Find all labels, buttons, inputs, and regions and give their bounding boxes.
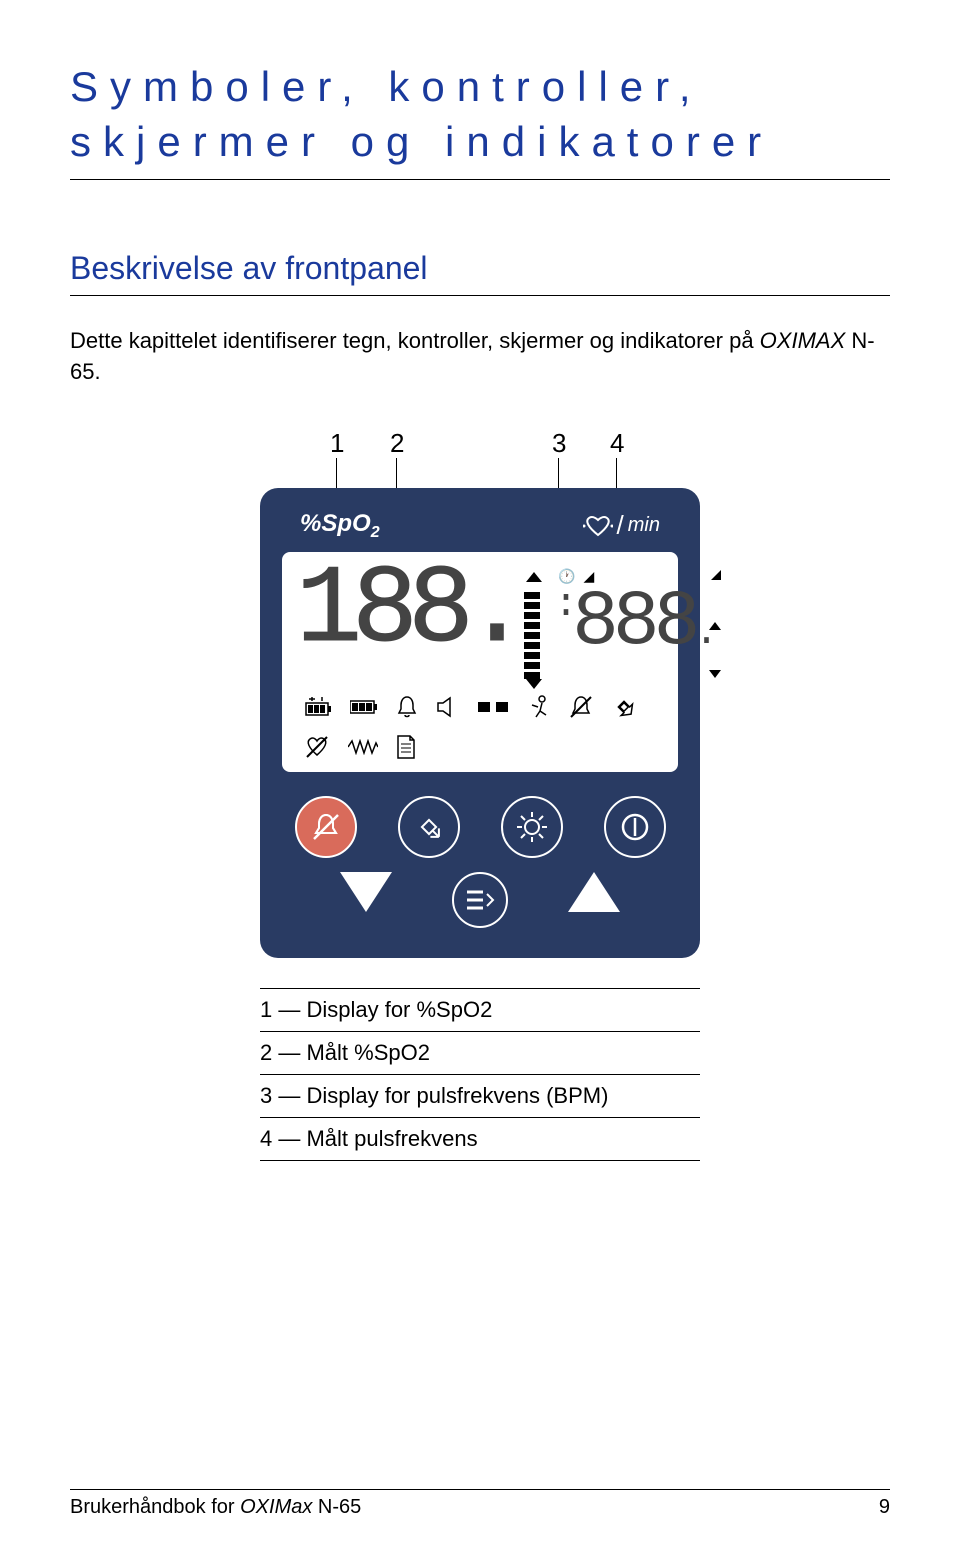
title-line1: Symboler, kontroller,	[70, 63, 703, 110]
callout-2: 2	[390, 428, 404, 459]
bpm-up-icon	[709, 622, 721, 630]
lcd-screen: 188. 🕐 ◢ :888.	[282, 552, 678, 772]
callout-1: 1	[330, 428, 344, 459]
callout-3: 3	[552, 428, 566, 459]
lcd-status-icons	[296, 694, 664, 760]
heart-icon	[583, 515, 613, 537]
down-button[interactable]	[340, 872, 392, 912]
legend-1: 1 — Display for %SpO2	[260, 988, 700, 1031]
panel-label-bpm: / min	[583, 510, 660, 542]
page-number: 9	[879, 1496, 890, 1519]
up-button[interactable]	[568, 872, 620, 912]
figure-legend: 1 — Display for %SpO2 2 — Målt %SpO2 3 —…	[260, 988, 700, 1161]
data-in-icon	[612, 695, 636, 719]
footer-prefix: Brukerhåndbok for	[70, 1496, 240, 1518]
footer-product: OXIMax	[240, 1496, 312, 1518]
spo2-value: 188.	[296, 562, 520, 661]
footer-suffix: N-65	[312, 1496, 361, 1518]
device-panel: %SpO2 / min 188.	[260, 488, 700, 958]
intro-prefix: Dette kapittelet identifiserer tegn, kon…	[70, 328, 760, 353]
battery-icon	[350, 699, 378, 715]
legend-4: 4 — Målt pulsfrekvens	[260, 1117, 700, 1161]
menu-button[interactable]	[452, 872, 508, 928]
bell-icon	[396, 695, 418, 719]
bpm-value: :888.	[554, 588, 712, 658]
speaker-icon	[436, 696, 460, 718]
callout-4: 4	[610, 428, 624, 459]
brightness-button[interactable]	[501, 796, 563, 858]
panel-label-spo2: %SpO2	[300, 510, 380, 542]
page-footer: Brukerhåndbok for OXIMax N-65 9	[70, 1489, 890, 1519]
bpm-digits: 888	[572, 579, 694, 667]
power-button[interactable]	[604, 796, 666, 858]
limit-up-icon	[526, 572, 542, 582]
figure-container: 1 2 3 4 %SpO2 / min	[70, 428, 890, 1161]
alarm-silence-icon	[568, 694, 594, 720]
pulse-search-icon	[304, 735, 330, 759]
battery-charge-icon	[304, 695, 332, 719]
bpm-down-icon	[709, 670, 721, 678]
spo2-text: %SpO	[300, 510, 371, 537]
section-subtitle: Beskrivelse av frontpanel	[70, 250, 890, 296]
legend-2: 2 — Målt %SpO2	[260, 1031, 700, 1074]
spo2-sub: 2	[371, 524, 380, 541]
footer-left: Brukerhåndbok for OXIMax N-65	[70, 1496, 361, 1519]
legend-3: 3 — Display for pulsfrekvens (BPM)	[260, 1074, 700, 1117]
page-title: Symboler, kontroller, skjermer og indika…	[70, 60, 890, 180]
memory-icon	[396, 734, 416, 760]
limit-down-icon	[526, 679, 542, 689]
sensor-off-icon	[478, 698, 508, 716]
satseconds-up-icon	[709, 568, 723, 582]
data-button[interactable]	[398, 796, 460, 858]
product-name: OXIMAX	[760, 328, 846, 353]
alarm-silence-button[interactable]	[295, 796, 357, 858]
button-row-1	[282, 796, 678, 858]
button-row-2	[282, 872, 678, 928]
bpm-min: min	[628, 514, 660, 537]
motion-icon	[526, 695, 550, 719]
bargraph	[524, 592, 540, 679]
intro-paragraph: Dette kapittelet identifiserer tegn, kon…	[70, 326, 890, 388]
title-line2: skjermer og indikatorer	[70, 118, 773, 165]
interference-icon	[348, 739, 378, 755]
